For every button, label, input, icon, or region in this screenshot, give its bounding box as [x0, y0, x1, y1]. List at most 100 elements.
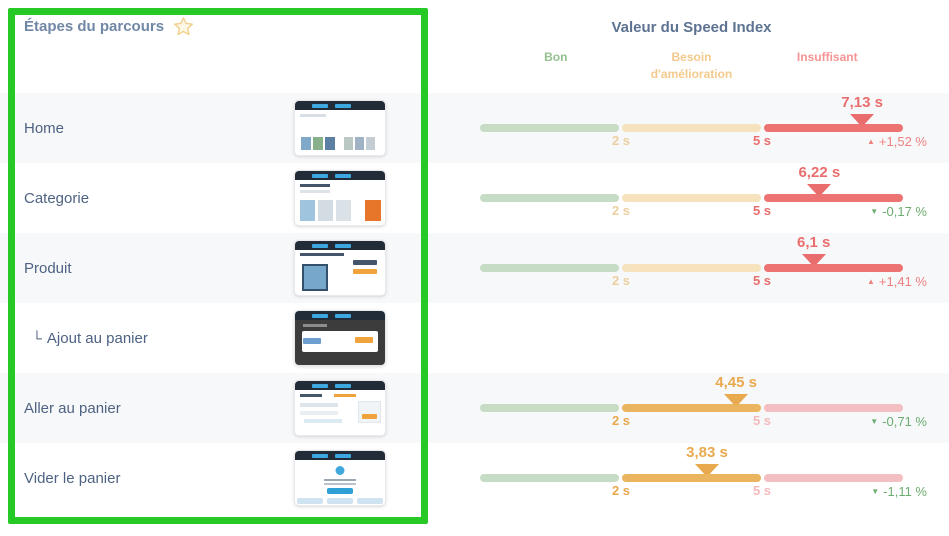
- step-label-text: Aller au panier: [24, 399, 121, 417]
- speed-index-value: 7,13 s: [841, 94, 883, 111]
- thumbnail-site-header: [295, 311, 385, 320]
- thumbnail-site-header: [295, 241, 385, 250]
- step-label: Aller au panier: [24, 373, 121, 443]
- gauge-marker-icon: [801, 254, 826, 267]
- zone-legend: Bon Besoin d'amélioration Insuffisant: [480, 49, 903, 84]
- substep-corner-glyph: └: [32, 330, 42, 346]
- thumbnail-site-body: [295, 390, 385, 435]
- speed-index-value: 4,45 s: [715, 374, 758, 391]
- gauge-segment-improvement: [622, 474, 761, 482]
- page-thumbnail[interactable]: [294, 170, 386, 226]
- step-label: Categorie: [24, 163, 89, 233]
- trend-arrow-icon: ▼: [870, 416, 879, 426]
- gauge-bar: [480, 124, 903, 132]
- change-indicator: ▼ -0,71 %: [870, 414, 927, 429]
- gauge-tick-2s: 2 s: [611, 273, 631, 288]
- thumbnail-site-header: [295, 451, 385, 460]
- speed-index-gauge: 3,83 s 2 s 5 s ▼ -1,11 %: [480, 443, 927, 513]
- gauge-tick-5s: 5 s: [752, 133, 772, 148]
- step-label: Home: [24, 93, 64, 163]
- step-label: └ Ajout au panier: [32, 303, 148, 373]
- gauge-segment-insufficient: [764, 264, 903, 272]
- gauge-marker-icon: [807, 184, 832, 197]
- gauge-segment-improvement: [622, 264, 761, 272]
- change-percent: -0,71 %: [882, 414, 927, 429]
- speed-index-value: 6,22 s: [798, 164, 841, 181]
- gauge-marker-icon: [695, 464, 720, 477]
- table-header: Étapes du parcours Valeur du Speed Index…: [0, 0, 949, 93]
- step-label-text: Categorie: [24, 189, 90, 207]
- gauge-segment-good: [480, 474, 619, 482]
- change-percent: +1,41 %: [878, 274, 927, 289]
- gauge-segment-improvement: [622, 404, 761, 412]
- gauge-tick-5s: 5 s: [752, 273, 772, 288]
- gauge-segment-good: [480, 404, 619, 412]
- gauge-tick-2s: 2 s: [611, 133, 631, 148]
- gauge-segment-improvement: [622, 124, 761, 132]
- gauge-segment-insufficient: [764, 194, 903, 202]
- thumbnail-site-header: [295, 381, 385, 390]
- journey-steps-header: Étapes du parcours: [24, 16, 194, 37]
- zone-label-improvement: Besoin d'amélioration: [650, 50, 733, 82]
- favorite-star-icon[interactable]: [173, 16, 194, 37]
- gauge-tick-2s: 2 s: [611, 483, 631, 498]
- change-indicator: ▼ -1,11 %: [871, 484, 927, 499]
- step-label-text: Home: [24, 119, 65, 137]
- journey-step-row: Categorie 6,22 s 2 s 5 s ▼ -0,17 %: [0, 163, 949, 233]
- gauge-segment-good: [480, 124, 619, 132]
- change-indicator: ▲ +1,41 %: [867, 274, 927, 289]
- journey-step-row: └ Ajout au panier 2 s 5 s: [0, 303, 949, 373]
- trend-arrow-icon: ▼: [870, 206, 879, 216]
- change-percent: -0,17 %: [882, 204, 927, 219]
- gauge-tick-2s: 2 s: [611, 413, 631, 428]
- gauge-segment-good: [480, 194, 619, 202]
- journey-steps-title: Étapes du parcours: [24, 18, 165, 35]
- journey-rows: Home 7,13 s 2 s 5 s ▲ +1,52 %: [0, 93, 949, 513]
- speed-index-gauge: 4,45 s 2 s 5 s ▼ -0,71 %: [480, 373, 927, 443]
- change-percent: -1,11 %: [883, 484, 927, 499]
- step-label-text: Ajout au panier: [46, 329, 148, 347]
- speed-index-gauge: 6,1 s 2 s 5 s ▲ +1,41 %: [480, 233, 927, 303]
- speed-index-gauge: 6,22 s 2 s 5 s ▼ -0,17 %: [480, 163, 927, 233]
- step-label: Produit: [24, 233, 72, 303]
- gauge-segment-insufficient: [764, 124, 903, 132]
- zone-label-good: Bon: [544, 50, 568, 64]
- gauge-segment-improvement: [622, 194, 761, 202]
- journey-step-row: Vider le panier 3,83 s 2 s 5 s ▼ -1,11 %: [0, 443, 949, 513]
- thumbnail-site-body: [295, 460, 385, 505]
- change-percent: +1,52 %: [878, 134, 927, 149]
- gauge-tick-5s: 5 s: [752, 483, 772, 498]
- thumbnail-site-body: [295, 320, 385, 365]
- gauge-segment-insufficient: [764, 404, 903, 412]
- speed-index-gauge: 7,13 s 2 s 5 s ▲ +1,52 %: [480, 93, 927, 163]
- gauge-bar: [480, 474, 903, 482]
- speed-index-title: Valeur du Speed Index: [611, 19, 772, 36]
- gauge-bar: [480, 264, 903, 272]
- gauge-segment-good: [480, 264, 619, 272]
- gauge-segment-insufficient: [764, 474, 903, 482]
- step-label: Vider le panier: [24, 443, 120, 513]
- thumbnail-site-body: [295, 250, 385, 295]
- speed-index-header: Valeur du Speed Index Bon Besoin d'améli…: [480, 0, 903, 84]
- change-indicator: ▲ +1,52 %: [867, 134, 927, 149]
- step-label-text: Vider le panier: [24, 469, 121, 487]
- trend-arrow-icon: ▲: [867, 136, 875, 146]
- page-thumbnail[interactable]: [294, 380, 386, 436]
- thumbnail-site-body: [295, 110, 385, 155]
- thumbnail-site-header: [295, 171, 385, 180]
- zone-label-insufficient: Insuffisant: [796, 50, 858, 64]
- page-thumbnail[interactable]: [294, 240, 386, 296]
- page-thumbnail[interactable]: [294, 450, 386, 506]
- journey-step-row: Produit 6,1 s 2 s 5 s ▲ +1,41 %: [0, 233, 949, 303]
- gauge-bar: [480, 194, 903, 202]
- step-label-text: Produit: [24, 259, 72, 277]
- gauge-bar: [480, 404, 903, 412]
- speed-index-value: 3,83 s: [686, 444, 728, 461]
- thumbnail-site-body: [295, 180, 385, 225]
- trend-arrow-icon: ▲: [867, 276, 875, 286]
- gauge-tick-5s: 5 s: [752, 413, 772, 428]
- page-thumbnail[interactable]: [294, 100, 386, 156]
- gauge-tick-2s: 2 s: [611, 203, 631, 218]
- gauge-tick-5s: 5 s: [752, 203, 772, 218]
- page-thumbnail[interactable]: [294, 310, 386, 366]
